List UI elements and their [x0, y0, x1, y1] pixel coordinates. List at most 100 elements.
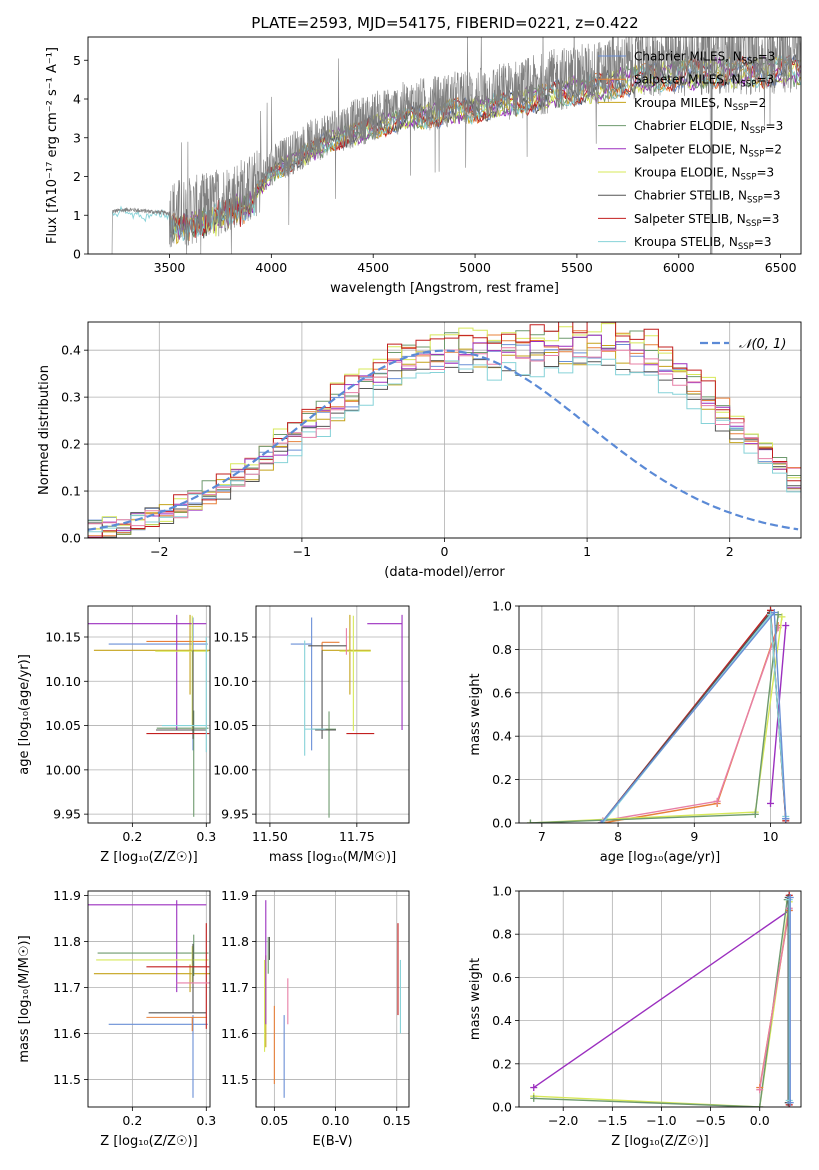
age-vs-Z-ytick-label: 10.15	[45, 630, 81, 645]
massweight-vs-age-marker	[767, 799, 775, 807]
massweight-vs-Z-ytick-label: 1.0	[492, 884, 512, 899]
massweight-vs-age-marker	[751, 810, 759, 818]
massweight-vs-age-xtick-label: 7	[538, 829, 546, 844]
age-vs-mass-errorbar-point	[339, 615, 371, 731]
spectrum-plot	[88, 37, 801, 254]
massweight-vs-age-axes: 7 8 9 10 0.0 0.2 0.4 0.6 0.8 1.0 age [log₁₀(age/yr…	[468, 599, 801, 865]
residual-histogram	[88, 322, 801, 538]
spectrum-xtick-label: 3500	[154, 260, 186, 275]
spectrum-axes: 3500 4000 4500 5000 5500 6000 6500 0 1 2 3 4 5 wavele…	[45, 47, 797, 296]
mass-vs-EBV-xtick-label: 0.15	[383, 1113, 411, 1128]
legend-entry: Salpeter ELODIE, NSSP=2	[634, 142, 782, 159]
residuals-ytick-label: 0.4	[61, 343, 81, 358]
age-vs-mass-ytick-label: 10.10	[213, 674, 249, 689]
age-vs-mass-errorbar-point	[290, 617, 313, 751]
normal-curve-line	[88, 349, 799, 531]
age-vs-mass-ytick-label: 9.95	[221, 807, 249, 822]
mass-vs-Z-errorbar-point	[96, 946, 209, 983]
massweight-vs-age-marker	[713, 797, 721, 805]
legend-entry: Kroupa MILES, NSSP=2	[634, 96, 766, 113]
mass-vs-Z-errorbar-point	[97, 934, 209, 977]
age-vs-Z-axes: 0.2 0.3 9.95 10.00 10.05 10.10 10.15 Z [log₁₀(Z…	[17, 606, 216, 865]
massweight-vs-Z-plot	[530, 891, 794, 1107]
massweight-vs-age-plot	[526, 606, 790, 823]
residuals-ylabel: Normed distribution	[37, 365, 52, 495]
spectrum-ytick-label: 5	[73, 53, 81, 68]
legend-entry: Kroupa STELIB, NSSP=3	[634, 235, 772, 252]
age-vs-mass-ytick-label: 10.05	[213, 718, 249, 733]
spectrum-ytick-label: 1	[73, 208, 81, 223]
massweight-vs-Z-ytick-label: 0.0	[492, 1100, 512, 1115]
mass-vs-Z-errorbar-point	[146, 1016, 208, 1032]
mass-vs-Z-errorbar-point	[93, 964, 210, 993]
massweight-vs-age-frame	[518, 605, 802, 824]
massweight-vs-age-marker	[597, 819, 605, 823]
massweight-vs-Z-series-line	[533, 909, 790, 1089]
mass-vs-EBV-ytick-label: 11.7	[221, 980, 249, 995]
massweight-vs-age-marker	[778, 613, 786, 621]
age-vs-mass-xlabel: mass [log₁₀(M/M☉)]	[269, 850, 396, 865]
massweight-vs-Z-ylabel: mass weight	[468, 958, 483, 1040]
legend-entry: Salpeter STELIB, NSSP=3	[634, 212, 779, 229]
age-vs-Z-errorbar-point	[88, 614, 207, 730]
age-vs-Z-errorbar-point	[156, 650, 207, 739]
massweight-vs-Z-marker	[530, 1084, 538, 1092]
mass-vs-Z-xtick-label: 0.3	[196, 1113, 216, 1128]
mass-vs-EBV-xtick-label: 0.10	[322, 1113, 350, 1128]
mass-vs-EBV-xtick-label: 0.05	[260, 1113, 288, 1128]
massweight-vs-Z-xlabel: Z [log₁₀(Z/Z☉)]	[611, 1134, 708, 1149]
spectrum-legend: Chabrier MILES, NSSP=3 Salpeter MILES, NS…	[598, 50, 783, 252]
age-vs-Z-ytick-label: 10.05	[45, 718, 81, 733]
panels: 3500 4000 4500 5000 5500 6000 6500 0 1 2 3 4 5 wavele…	[17, 36, 802, 1149]
massweight-vs-Z-series-line	[759, 908, 790, 1090]
mass-vs-EBV-ytick-label: 11.9	[221, 888, 249, 903]
massweight-vs-Z-marker	[786, 893, 794, 901]
spectrum-ytick-label: 4	[73, 92, 81, 107]
age-vs-mass-axes: 11.50 11.75 9.95 10.00 10.05 10.10 10.15 mass […	[213, 606, 409, 865]
massweight-vs-age-marker	[782, 815, 790, 823]
residuals-xlabel: (data-model)/error	[384, 565, 505, 580]
massweight-vs-age-series-line	[602, 627, 779, 822]
massweight-vs-age-xlabel: age [log₁₀(age/yr)]	[600, 850, 721, 865]
massweight-vs-Z-ytick-label: 0.6	[492, 970, 512, 985]
mass-vs-Z-frame	[87, 890, 211, 1108]
massweight-vs-Z-xtick-label: −1.0	[646, 1113, 676, 1128]
age-vs-mass-ytick-label: 10.00	[213, 762, 249, 777]
residuals-xtick-label: −1	[293, 544, 311, 559]
massweight-vs-age-ytick-label: 1.0	[492, 599, 512, 614]
mass-vs-Z-ytick-label: 11.7	[53, 980, 81, 995]
spectrum-xtick-label: 4500	[357, 260, 389, 275]
residuals-axes: −2 −1 0 1 2 0.0 0.1 0.2 0.3 0.4 (data-model)/error…	[37, 322, 801, 580]
spectrum-data-line	[88, 37, 801, 254]
legend-entry: Chabrier STELIB, NSSP=3	[634, 189, 781, 206]
age-vs-mass-ytick-label: 10.15	[213, 630, 249, 645]
massweight-vs-age-ytick-label: 0.0	[492, 816, 512, 831]
residuals-frame	[87, 321, 802, 539]
age-vs-Z-xlabel: Z [log₁₀(Z/Z☉)]	[100, 850, 197, 865]
age-vs-Z-errorbar-point	[93, 614, 210, 695]
residuals-ytick-label: 0.1	[61, 484, 81, 499]
residuals-xtick-label: 1	[583, 544, 591, 559]
spectrum-ylabel: Flux [fλ10⁻¹⁷ erg cm⁻² s⁻¹ A⁻¹]	[45, 47, 60, 244]
residual-histogram	[88, 342, 801, 535]
massweight-vs-Z-ytick-label: 0.2	[492, 1056, 512, 1071]
massweight-vs-age-ylabel: mass weight	[468, 673, 483, 755]
massweight-vs-Z-series-line	[533, 899, 788, 1107]
massweight-vs-age-series-line	[530, 614, 779, 823]
massweight-vs-age-xtick-label: 10	[763, 829, 779, 844]
age-vs-Z-plot	[88, 614, 210, 817]
age-vs-mass-plot	[290, 614, 403, 818]
massweight-vs-Z-xtick-label: 0.0	[750, 1113, 770, 1128]
legend-entry: Salpeter MILES, NSSP=3	[634, 73, 774, 90]
mass-vs-EBV-frame	[255, 890, 410, 1108]
mass-vs-Z-ytick-label: 11.5	[53, 1072, 81, 1087]
residuals-xtick-label: 2	[726, 544, 734, 559]
massweight-vs-Z-xtick-label: −0.5	[695, 1113, 725, 1128]
residuals-plot	[88, 322, 801, 538]
mass-vs-EBV-xlabel: E(B-V)	[312, 1134, 352, 1149]
mass-vs-Z-axes: 0.2 0.3 11.5 11.6 11.7 11.8 11.9 Z [log₁₀(Z/Z☉)…	[17, 888, 216, 1149]
massweight-vs-age-marker	[770, 609, 778, 617]
massweight-vs-Z-marker	[756, 1103, 764, 1107]
legend-entry: Chabrier ELODIE, NSSP=3	[634, 119, 783, 136]
